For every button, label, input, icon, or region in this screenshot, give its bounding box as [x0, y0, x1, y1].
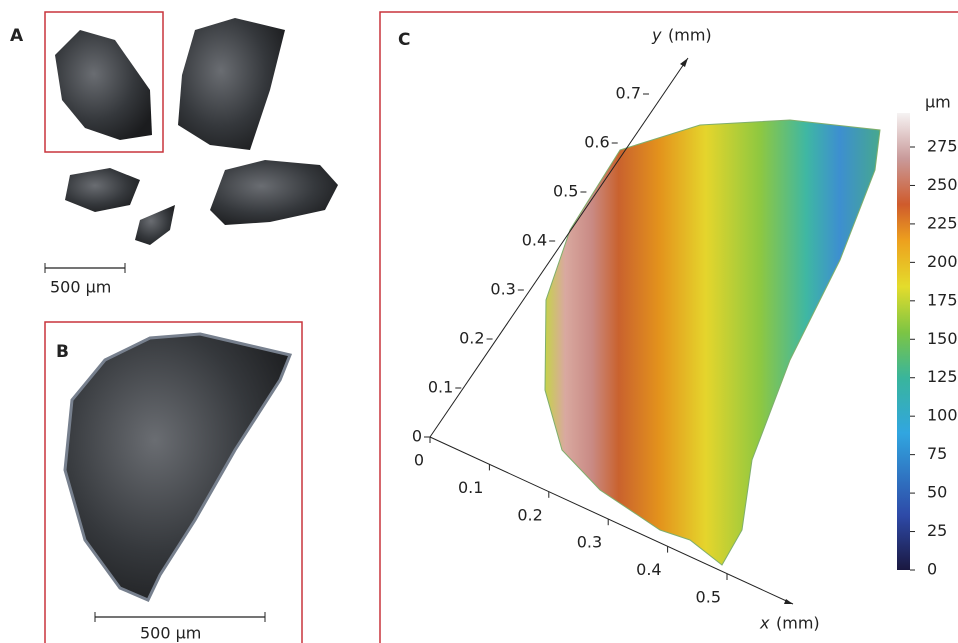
tick-label: 0.4	[522, 231, 547, 250]
tick-label: 0.1	[458, 478, 483, 497]
colorbar-tick-label: 125	[927, 367, 958, 386]
panel-label: A	[10, 26, 24, 46]
tick-label: 0.5	[696, 588, 721, 607]
tick-label: 0	[414, 451, 424, 470]
colorbar-tick-label: 200	[927, 252, 958, 271]
colorbar-tick-label: 225	[927, 213, 958, 232]
x-axis-unit: (mm)	[776, 614, 820, 633]
particle	[55, 30, 152, 140]
colorbar-tick-label: 175	[927, 290, 958, 309]
colorbar	[897, 113, 910, 570]
particle	[65, 334, 290, 600]
tick-label: 0.1	[428, 378, 453, 397]
colorbar-tick-label: 75	[927, 444, 947, 463]
tick-label: 0.4	[636, 560, 661, 579]
scale-bar-label: 500 µm	[140, 624, 201, 643]
colorbar-tick-label: 25	[927, 521, 947, 540]
tick-label: 0.2	[517, 505, 542, 524]
colorbar-unit: µm	[925, 93, 951, 112]
tick-label: 0.3	[490, 280, 515, 299]
tick-label: 0.2	[459, 329, 484, 348]
tick-label: 0.7	[616, 84, 641, 103]
particle	[178, 18, 285, 150]
colorbar-tick-label: 100	[927, 406, 958, 425]
panel-label: C	[398, 30, 410, 50]
particle	[65, 168, 140, 212]
colorbar-tick-label: 50	[927, 483, 947, 502]
tick-label: 0.6	[584, 133, 609, 152]
colorbar-tick-label: 0	[927, 560, 937, 579]
x-axis-var: x	[759, 614, 770, 633]
scale-bar-label: 500 µm	[50, 278, 111, 297]
tick-label: 0.3	[577, 533, 602, 552]
axis-arrow	[680, 58, 688, 67]
panel-label: B	[56, 342, 69, 362]
colorbar-tick-label: 275	[927, 137, 958, 156]
tick-label: 0	[412, 427, 422, 446]
particle	[135, 205, 175, 245]
axis-arrow	[784, 599, 793, 604]
y-axis-unit: (mm)	[668, 26, 712, 45]
particle	[210, 160, 338, 225]
colorbar-tick-label: 250	[927, 175, 958, 194]
colorbar-tick-label: 150	[927, 329, 958, 348]
figure: A 500 µm B 500 µm C y (mm) x (mm) µm 0 0.…	[0, 0, 958, 643]
tick-label: 0.5	[553, 182, 578, 201]
y-axis-var: y	[651, 26, 662, 45]
height-surface	[545, 120, 880, 565]
